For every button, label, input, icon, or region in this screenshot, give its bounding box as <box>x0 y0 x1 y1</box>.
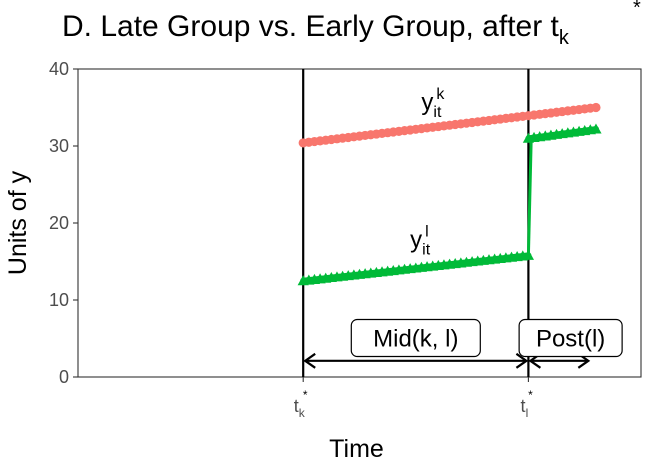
point-l <box>590 123 602 134</box>
annotation-label: Post(l) <box>536 326 605 353</box>
x-axis: tk*tl*Time <box>294 377 533 463</box>
series-l-label: yit <box>410 227 431 259</box>
y-axis-label: Units of y <box>4 170 32 275</box>
y-tick-label: 20 <box>49 213 69 233</box>
x-tick-label-sup: * <box>303 388 308 402</box>
series-k-label-sup: k <box>436 86 445 103</box>
annotation-0: Mid(k, l) <box>303 318 529 369</box>
y-tick-label: 30 <box>49 136 69 156</box>
annotation-box <box>350 318 481 358</box>
point-l <box>522 249 534 260</box>
y-tick-label: 40 <box>49 59 69 79</box>
arrowhead-left <box>303 352 316 369</box>
y-tick-label: 0 <box>59 367 69 387</box>
y-tick-label: 10 <box>49 290 69 310</box>
y-axis: 0 10 20 30 40 Units of y <box>4 59 78 387</box>
point-k <box>591 102 601 113</box>
chart-title-text: D. Late Group vs. Early Group, after tk <box>62 10 570 49</box>
series-l-jump <box>526 138 533 256</box>
chart-title: D. Late Group vs. Early Group, after tk * <box>62 0 641 49</box>
series-l-label-sup: l <box>425 224 429 241</box>
x-tick-label: tk <box>294 396 306 420</box>
arrowhead-right <box>515 352 529 369</box>
x-tick-label: tl <box>521 396 529 420</box>
annotation-box <box>518 318 623 358</box>
x-tick-label-sup: * <box>528 388 533 402</box>
series-k-label: yit <box>421 89 442 121</box>
x-axis-label: Time <box>329 435 384 463</box>
annotation-label: Mid(k, l) <box>373 326 458 353</box>
annotation-1: Post(l) <box>518 318 623 369</box>
chart-title-superscript: * <box>633 0 641 19</box>
